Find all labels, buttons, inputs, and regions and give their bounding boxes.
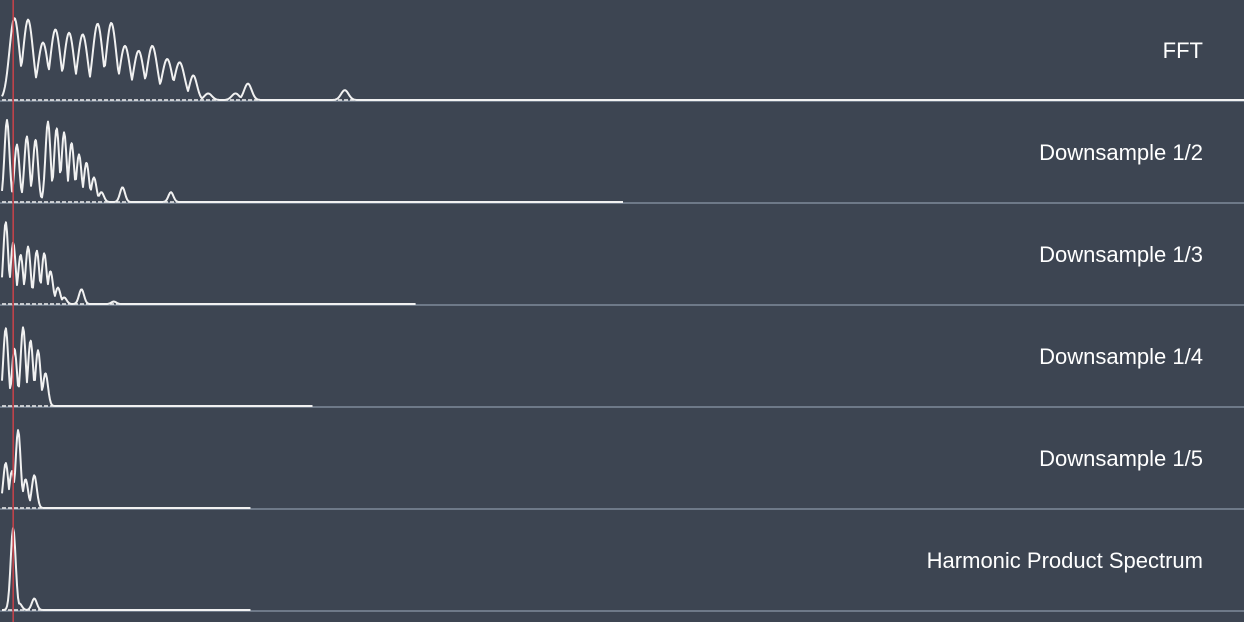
spectrum-peak-2 bbox=[26, 135, 28, 138]
spectrum-peak-2 bbox=[19, 254, 22, 256]
panel-harmonic-product-spectrum: Harmonic Product Spectrum bbox=[0, 527, 1244, 612]
spectrum-peak-10 bbox=[93, 176, 95, 179]
spectrum-peak-0 bbox=[4, 221, 7, 223]
panel-label: Downsample 1/5 bbox=[1039, 446, 1203, 471]
spectrum-peak-10 bbox=[151, 45, 154, 47]
panel-fft: FFT bbox=[0, 17, 1244, 102]
spectrum-peak-1 bbox=[13, 347, 16, 350]
spectrum-peak-9 bbox=[137, 50, 140, 52]
spectrum-peak-12 bbox=[178, 61, 181, 64]
spectrum-peak-14 bbox=[207, 92, 209, 95]
spectrum-peak-13 bbox=[170, 191, 172, 193]
spectrum-peak-10 bbox=[112, 300, 115, 303]
panel-downsample-1-4: Downsample 1/4 bbox=[0, 326, 1244, 408]
spectrum-peak-13 bbox=[192, 74, 195, 77]
spectrum-peak-4 bbox=[37, 349, 39, 352]
spectrum-peak-8 bbox=[124, 45, 126, 47]
spectrum-peak-1 bbox=[18, 602, 21, 605]
spectrum-peak-2 bbox=[42, 41, 44, 44]
spectrum-peak-5 bbox=[44, 372, 47, 375]
spectrum-peak-6 bbox=[63, 131, 65, 134]
spectrum-peak-0 bbox=[4, 462, 7, 464]
spectrum-peak-1 bbox=[11, 470, 13, 472]
spectrum-peak-3 bbox=[24, 478, 27, 481]
spectrum-peak-8 bbox=[63, 296, 65, 299]
spectrum-peak-15 bbox=[234, 92, 237, 95]
spectrum-peak-4 bbox=[35, 249, 38, 252]
spectrum-trace bbox=[1, 326, 313, 407]
spectrum-peak-4 bbox=[33, 474, 36, 477]
spectrum-peak-5 bbox=[43, 252, 46, 254]
spectrum-peak-9 bbox=[80, 288, 83, 291]
panel-label: Downsample 1/4 bbox=[1039, 344, 1203, 369]
spectrum-peak-3 bbox=[54, 28, 57, 31]
spectrum-peak-7 bbox=[110, 22, 113, 24]
spectrum-peak-7 bbox=[57, 286, 59, 289]
panel-downsample-1-3: Downsample 1/3 bbox=[0, 221, 1244, 306]
spectrum-peak-6 bbox=[49, 270, 52, 273]
spectrum-trace bbox=[1, 17, 1244, 101]
spectrum-peak-9 bbox=[85, 161, 88, 164]
spectrum-peak-2 bbox=[22, 326, 24, 329]
spectrum-peak-0 bbox=[13, 17, 16, 19]
spectrum-peak-7 bbox=[70, 142, 73, 144]
panel-label: FFT bbox=[1163, 38, 1203, 63]
spectrum-trace bbox=[1, 119, 623, 203]
spectrum-peak-1 bbox=[16, 143, 18, 146]
spectrum-peak-3 bbox=[34, 138, 37, 141]
panel-label: Harmonic Product Spectrum bbox=[927, 548, 1203, 573]
spectrum-trace bbox=[1, 527, 251, 611]
spectrum-peak-2 bbox=[17, 429, 19, 431]
spectrum-peak-4 bbox=[68, 31, 70, 34]
spectrum-peak-0 bbox=[4, 327, 7, 329]
spectrum-peak-16 bbox=[247, 82, 249, 85]
spectrum-peak-12 bbox=[121, 186, 124, 189]
spectrum-peak-5 bbox=[81, 33, 84, 36]
spectrum-peak-6 bbox=[96, 22, 99, 25]
spectrum-peak-11 bbox=[100, 191, 103, 193]
panel-label: Downsample 1/2 bbox=[1039, 140, 1203, 165]
spectrum-peak-3 bbox=[29, 339, 32, 342]
panel-downsample-1-5: Downsample 1/5 bbox=[0, 429, 1244, 510]
spectrum-peak-2 bbox=[33, 597, 36, 600]
spectrum-trace bbox=[1, 429, 251, 509]
spectrum-peak-5 bbox=[55, 127, 58, 129]
panel-downsample-1-2: Downsample 1/2 bbox=[0, 119, 1244, 204]
spectrum-peak-0 bbox=[6, 119, 8, 121]
spectrum-peak-17 bbox=[343, 89, 346, 91]
spectrum-peak-1 bbox=[27, 18, 29, 21]
spectrum-trace bbox=[1, 221, 416, 305]
spectrum-peak-11 bbox=[166, 58, 168, 60]
panel-label: Downsample 1/3 bbox=[1039, 242, 1203, 267]
spectrum-peak-8 bbox=[78, 153, 80, 156]
spectrum-peak-4 bbox=[47, 120, 49, 123]
spectrum-peak-3 bbox=[27, 245, 29, 248]
